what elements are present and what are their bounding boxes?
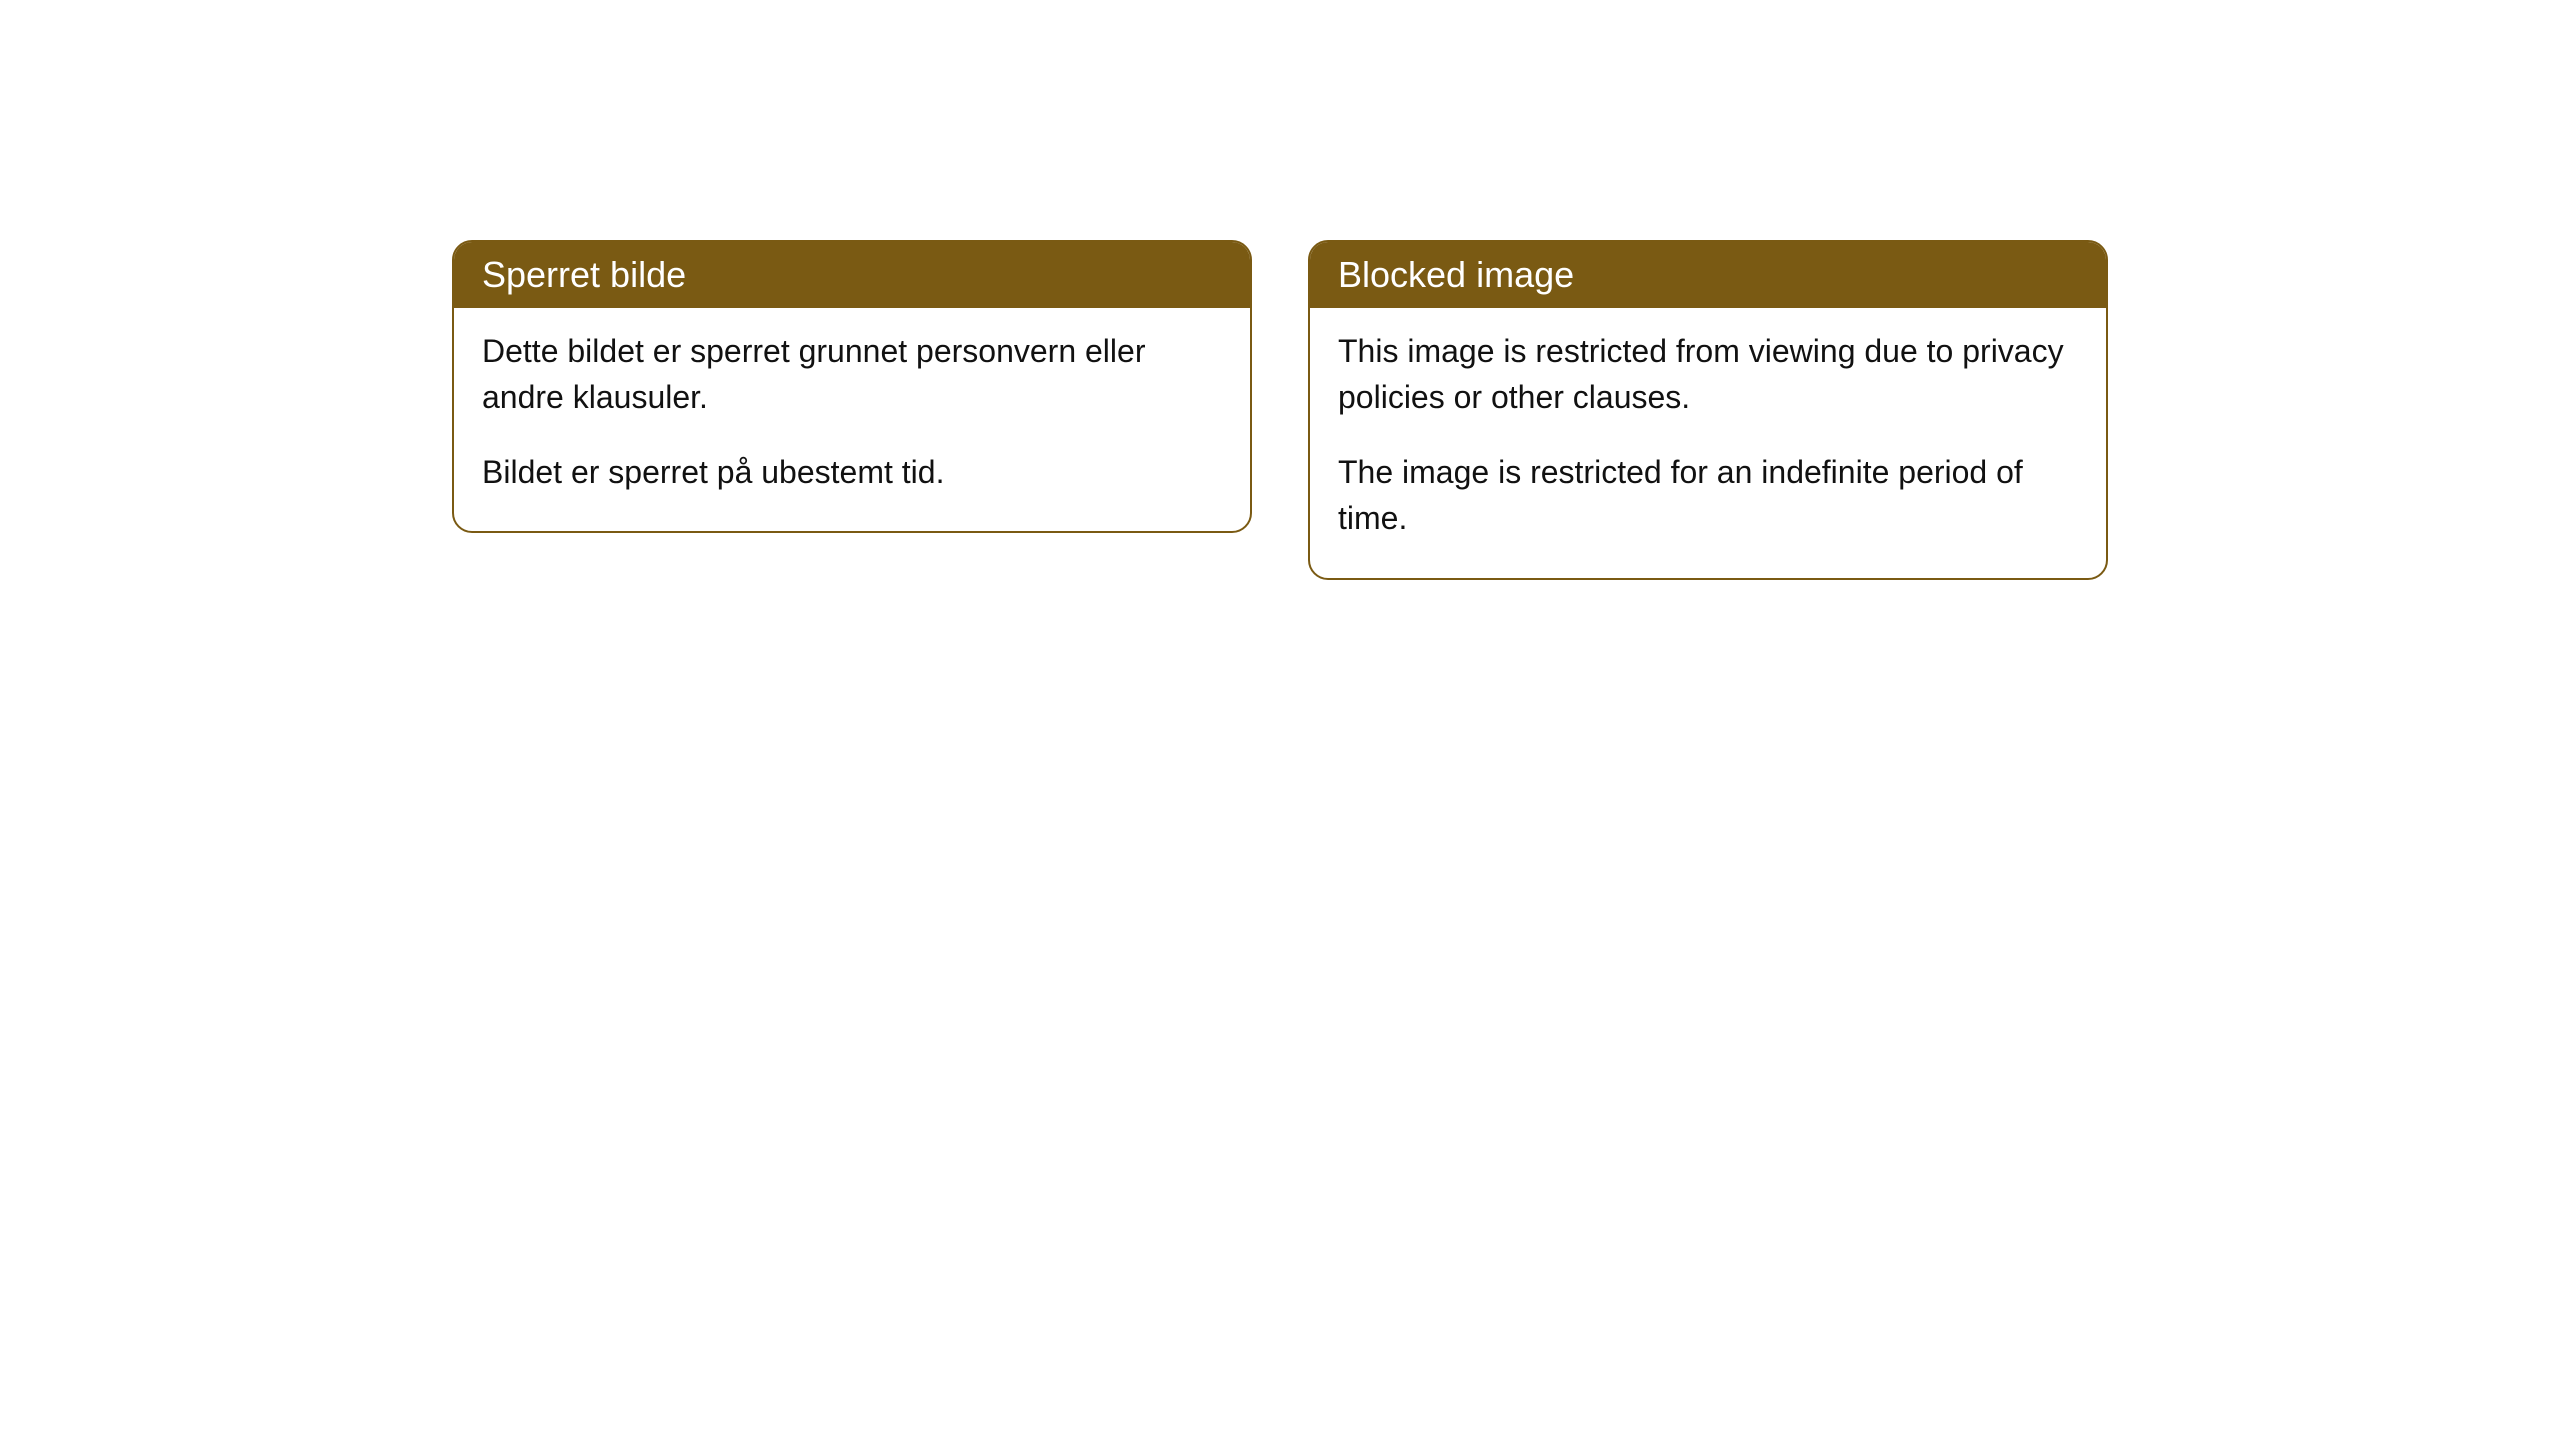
notice-card-english: Blocked image This image is restricted f… (1308, 240, 2108, 580)
card-paragraph: Dette bildet er sperret grunnet personve… (482, 328, 1222, 421)
card-title: Blocked image (1338, 254, 1574, 295)
card-header: Sperret bilde (454, 242, 1250, 308)
card-body: Dette bildet er sperret grunnet personve… (454, 308, 1250, 531)
card-paragraph: The image is restricted for an indefinit… (1338, 449, 2078, 542)
card-paragraph: This image is restricted from viewing du… (1338, 328, 2078, 421)
card-header: Blocked image (1310, 242, 2106, 308)
card-title: Sperret bilde (482, 254, 686, 295)
notice-card-norwegian: Sperret bilde Dette bildet er sperret gr… (452, 240, 1252, 533)
notice-cards-container: Sperret bilde Dette bildet er sperret gr… (452, 240, 2108, 1440)
card-body: This image is restricted from viewing du… (1310, 308, 2106, 578)
card-paragraph: Bildet er sperret på ubestemt tid. (482, 449, 1222, 495)
